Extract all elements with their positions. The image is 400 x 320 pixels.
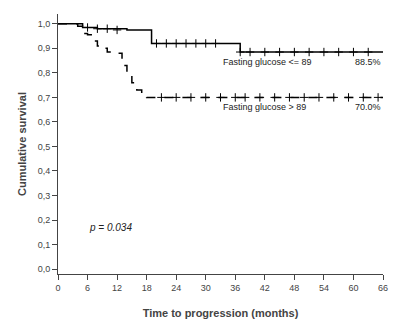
svg-text:0,8: 0,8 — [38, 68, 51, 78]
svg-text:Time to progression (months): Time to progression (months) — [143, 307, 299, 319]
svg-text:p = 0.034: p = 0.034 — [89, 222, 132, 233]
svg-text:0: 0 — [55, 283, 60, 293]
svg-text:1,0: 1,0 — [38, 19, 51, 29]
svg-text:24: 24 — [171, 283, 181, 293]
svg-text:0,6: 0,6 — [38, 117, 51, 127]
svg-text:Fasting glucose <= 89: Fasting glucose <= 89 — [223, 57, 312, 67]
svg-text:66: 66 — [378, 283, 388, 293]
svg-text:48: 48 — [289, 283, 299, 293]
svg-text:36: 36 — [230, 283, 240, 293]
svg-text:60: 60 — [348, 283, 358, 293]
svg-text:0,7: 0,7 — [38, 93, 51, 103]
svg-text:Fasting glucose > 89: Fasting glucose > 89 — [223, 102, 306, 112]
svg-text:12: 12 — [112, 283, 122, 293]
svg-text:70.0%: 70.0% — [355, 102, 381, 112]
svg-text:0,0: 0,0 — [38, 264, 51, 274]
svg-text:42: 42 — [260, 283, 270, 293]
svg-text:30: 30 — [201, 283, 211, 293]
svg-text:18: 18 — [142, 283, 152, 293]
svg-text:0,9: 0,9 — [38, 43, 51, 53]
svg-text:88.5%: 88.5% — [355, 57, 381, 67]
svg-text:0,5: 0,5 — [38, 142, 51, 152]
svg-text:0,1: 0,1 — [38, 240, 51, 250]
svg-text:54: 54 — [319, 283, 329, 293]
svg-text:0,3: 0,3 — [38, 191, 51, 201]
svg-text:Cumulative survival: Cumulative survival — [16, 92, 28, 196]
svg-text:6: 6 — [85, 283, 90, 293]
svg-text:0,4: 0,4 — [38, 166, 51, 176]
svg-text:0,2: 0,2 — [38, 215, 51, 225]
